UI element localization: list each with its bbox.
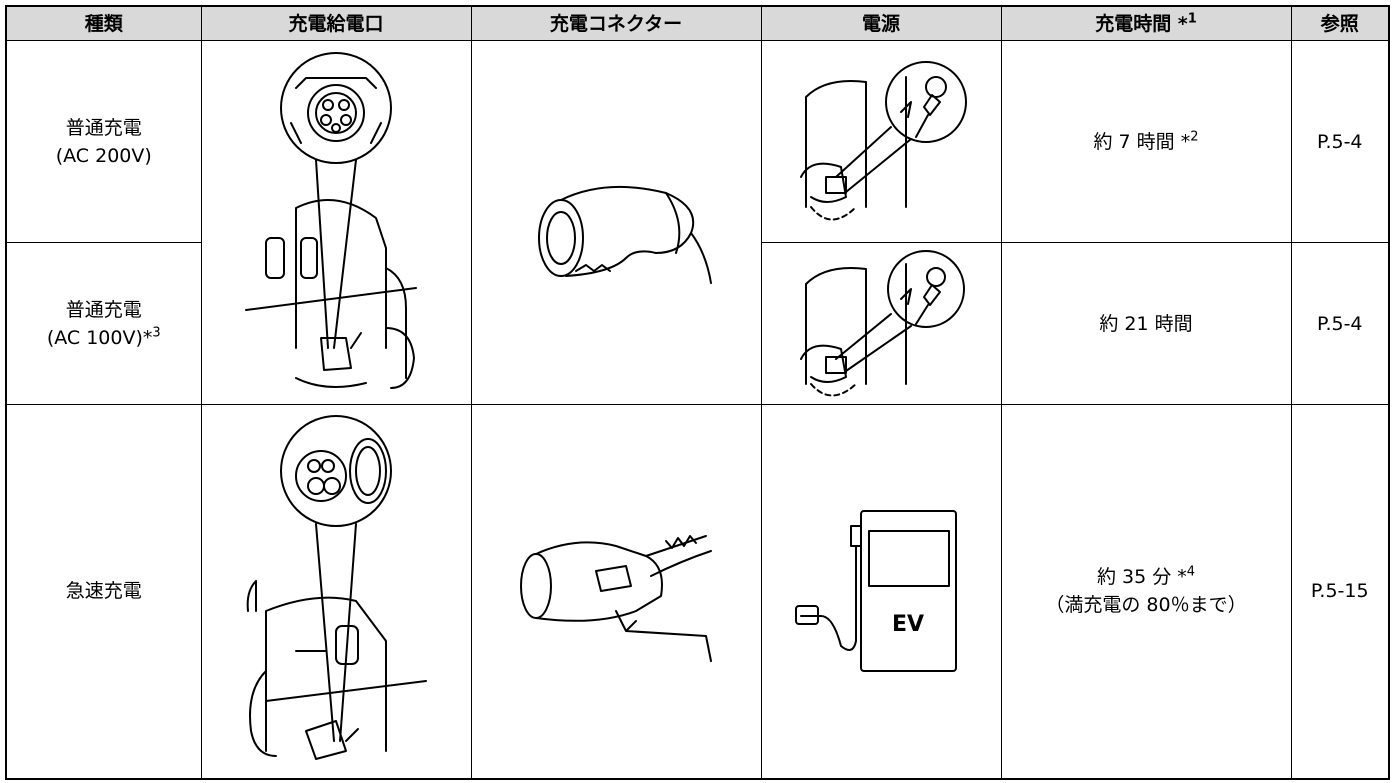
quick-connector-illustration [520,535,712,663]
header-text: 充電コネクター [549,12,683,35]
header-cell: 電源 [760,5,1002,41]
header-cell: 充電給電口 [200,5,472,41]
header-text: 電源 [861,12,900,35]
header-text: 種類 [84,12,123,35]
charger-label: EV [892,612,924,637]
inlet-cell [200,40,472,405]
outlet-200v-illustration [800,60,967,220]
charging-table: 種類 充電給電口 充電コネクター 電源 充電時間 *1 参照 普通充電 (AC 2… [5,5,1390,780]
normal-connector-illustration [538,185,712,284]
header-text: 充電給電口 [288,12,384,35]
footnote-mark: 2 [1190,129,1199,145]
row: 急速充電 [5,404,1390,779]
header-cell: 種類 [5,5,202,41]
time-cell: 約 35 分 *4 （満充電の 80％まで） [1000,404,1292,779]
time-cell: 約 21 時間 [1000,242,1292,405]
footnote-mark: 1 [1187,11,1197,27]
normal-inlet-illustration [245,51,417,389]
ref-cell: P.5-4 [1290,40,1390,243]
header-cell: 参照 [1290,5,1390,41]
time-text: 約 7 時間 * [1093,130,1191,153]
outlet-100v-illustration [800,249,965,396]
source-cell [760,40,1002,243]
type-text: (AC 100V)* [46,326,153,349]
quick-charger-illustration: EV [795,510,957,673]
quick-inlet-illustration [246,415,427,761]
connector-cell [470,404,762,779]
type-cell: 普通充電 (AC 200V) [5,40,202,243]
type-cell: 急速充電 [5,404,202,779]
ref-text: P.5-4 [1316,312,1363,335]
source-cell: EV [760,404,1002,779]
header-text: 参照 [1320,12,1359,35]
type-text: (AC 200V) [55,144,152,167]
ref-text: P.5-4 [1316,130,1363,153]
footnote-mark: 3 [152,325,161,341]
footnote-mark: 4 [1186,564,1196,580]
source-cell [760,242,1002,405]
type-text: 普通充電 [65,298,142,321]
ref-cell: P.5-4 [1290,242,1390,405]
ref-text: P.5-15 [1310,580,1369,603]
header-cell: 充電時間 *1 [1000,5,1292,41]
type-cell: 普通充電 (AC 100V)*3 [5,242,202,405]
header-cell: 充電コネクター [470,5,762,41]
time-cell: 約 7 時間 *2 [1000,40,1292,243]
type-text: 急速充電 [65,580,142,603]
row: 普通充電 (AC 200V) [5,40,1390,405]
time-text: 約 35 分 * [1096,566,1187,589]
ref-cell: P.5-15 [1290,404,1390,779]
type-text: 普通充電 [65,116,142,139]
header-text: 充電時間 * [1095,12,1188,35]
time-text: 約 21 時間 [1099,312,1193,335]
time-note: （満充電の 80％まで） [1045,594,1247,617]
row: 普通充電 (AC 100V)*3 約 21 時間 P.5-4 [5,242,1390,405]
connector-cell [470,40,762,405]
inlet-cell [200,404,472,779]
header-row: 種類 充電給電口 充電コネクター 電源 充電時間 *1 参照 [5,5,1390,41]
